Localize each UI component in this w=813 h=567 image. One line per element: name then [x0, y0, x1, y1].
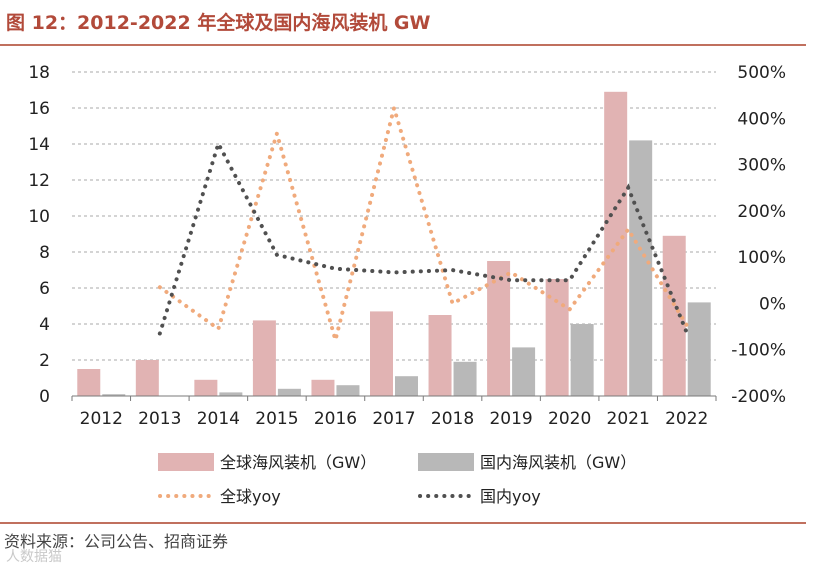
- left-tick-label: 0: [39, 387, 50, 407]
- line-layer: [157, 100, 689, 348]
- legend-domestic-bar-label: 国内海风装机（GW）: [480, 453, 636, 472]
- bar-domestic: [219, 392, 243, 396]
- x-tick-label: 2022: [665, 409, 708, 429]
- bar-global: [545, 279, 569, 396]
- bar-global: [370, 311, 393, 396]
- bar-global: [252, 320, 276, 396]
- x-tick-label: 2016: [314, 409, 357, 429]
- x-tick-label: 2017: [372, 409, 415, 429]
- bar-domestic: [512, 347, 536, 396]
- right-tick-label: -100%: [731, 341, 786, 361]
- x-tick-label: 2019: [489, 409, 532, 429]
- left-tick-label: 2: [39, 351, 50, 371]
- legend-domestic-bar-swatch: [418, 453, 474, 471]
- axes: 2012 2013 2014 2015 2016 2017 2018 2019 2020 2021…: [28, 63, 786, 429]
- bar-domestic: [453, 361, 477, 396]
- bar-global: [194, 379, 218, 396]
- left-tick-label: 16: [28, 99, 50, 119]
- right-tick-label: 100%: [737, 248, 786, 268]
- bar-domestic: [570, 324, 594, 396]
- x-tick-label: 2020: [548, 409, 591, 429]
- legend-global-yoy-label: 全球yoy: [220, 487, 281, 506]
- left-tick-label: 4: [39, 315, 50, 335]
- bar-global: [662, 235, 686, 396]
- watermark: 人数据猫: [6, 549, 62, 565]
- bar-domestic: [102, 394, 126, 396]
- x-tick-label: 2012: [80, 409, 123, 429]
- bar-global: [77, 369, 101, 396]
- bar-domestic: [395, 376, 418, 396]
- figure-title: 图 12：2012-2022 年全球及国内海风装机 GW: [6, 12, 431, 34]
- bar-domestic: [687, 302, 711, 396]
- line-global-yoy: [157, 100, 689, 348]
- x-tick-label: 2015: [255, 409, 298, 429]
- left-tick-label: 10: [28, 207, 50, 227]
- legend: 全球海风装机（GW） 国内海风装机（GW） 全球yoy 国内yoy: [158, 453, 636, 506]
- right-tick-label: 200%: [737, 202, 786, 222]
- left-tick-label: 8: [39, 243, 50, 263]
- left-tick-label: 12: [28, 171, 50, 191]
- bar-domestic: [629, 140, 653, 396]
- legend-domestic-yoy-label: 国内yoy: [480, 487, 541, 506]
- right-tick-label: 400%: [737, 109, 786, 129]
- footer-rule: [0, 522, 806, 524]
- chart-svg: 2012 2013 2014 2015 2016 2017 2018 2019 2020 2021…: [28, 63, 786, 506]
- source-note: 资料来源：公司公告、招商证券: [4, 532, 229, 551]
- bar-domestic: [277, 388, 301, 396]
- x-tick-label: 2021: [607, 409, 650, 429]
- x-tick-label: 2018: [431, 409, 474, 429]
- right-tick-label: 0%: [759, 294, 786, 314]
- bar-global: [428, 315, 452, 396]
- right-tick-label: 500%: [737, 63, 786, 83]
- bar-domestic: [336, 385, 360, 396]
- line-domestic-yoy: [157, 138, 689, 336]
- bar-global: [487, 261, 511, 396]
- left-tick-label: 18: [28, 63, 50, 83]
- x-tick-label: 2013: [138, 409, 181, 429]
- legend-global-bar-label: 全球海风装机（GW）: [220, 453, 376, 472]
- x-tick-label: 2014: [197, 409, 240, 429]
- left-tick-label: 14: [28, 135, 50, 155]
- bar-global: [135, 360, 159, 396]
- legend-global-bar-swatch: [158, 453, 214, 471]
- bar-global: [311, 379, 335, 396]
- right-tick-label: 300%: [737, 156, 786, 176]
- title-rule: [0, 44, 806, 46]
- left-tick-label: 6: [39, 279, 50, 299]
- right-tick-label: -200%: [731, 387, 786, 407]
